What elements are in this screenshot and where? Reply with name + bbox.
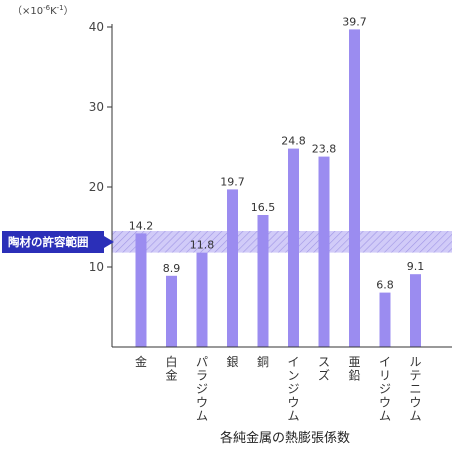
y-tick-label: 10 xyxy=(89,260,104,274)
category-label: パラジウム xyxy=(196,355,208,423)
category-label: 亜鉛 xyxy=(348,355,360,383)
bar xyxy=(318,156,330,347)
band-label: 陶材の許容範囲 xyxy=(2,231,114,253)
y-tick-label: 30 xyxy=(89,100,104,114)
bar xyxy=(288,148,299,347)
category-label: 金 xyxy=(135,354,147,369)
bar-value-label: 6.8 xyxy=(376,279,394,292)
bar-value-label: 19.7 xyxy=(220,175,245,188)
bar xyxy=(257,215,269,347)
band-label-box xyxy=(2,231,104,253)
bar-value-label: 23.8 xyxy=(312,143,337,156)
tolerance-band xyxy=(112,231,452,253)
category-label: 銀 xyxy=(226,355,238,369)
y-tick-label: 40 xyxy=(89,20,104,34)
category-label: イリジウム xyxy=(379,355,391,423)
bar xyxy=(379,292,391,347)
bar-value-label: 24.8 xyxy=(281,135,306,148)
chart-title: 各純金属の熱膨張係数 xyxy=(220,430,350,446)
category-label: 白金 xyxy=(165,354,177,383)
y-unit-label: （×10-6K-1） xyxy=(12,4,74,17)
y-tick-label: 20 xyxy=(89,180,104,194)
band-label-pointer xyxy=(104,236,114,248)
bar xyxy=(196,252,208,347)
category-label: インジウム xyxy=(287,355,299,423)
bar-value-label: 9.1 xyxy=(407,260,425,273)
bar-value-label: 14.2 xyxy=(129,219,154,232)
category-label: スズ xyxy=(318,355,330,383)
band-label-text: 陶材の許容範囲 xyxy=(8,235,89,249)
bar xyxy=(410,274,421,347)
bar xyxy=(135,233,147,347)
bar-value-label: 16.5 xyxy=(251,201,276,214)
bar xyxy=(227,189,238,347)
category-label: 銅 xyxy=(257,355,269,369)
bar xyxy=(349,29,360,348)
category-label: ルテニウム xyxy=(409,355,421,423)
bar-value-label: 11.8 xyxy=(190,239,215,252)
bar xyxy=(166,275,177,347)
bar-value-label: 39.7 xyxy=(342,15,367,28)
bar-value-label: 8.9 xyxy=(163,262,181,275)
